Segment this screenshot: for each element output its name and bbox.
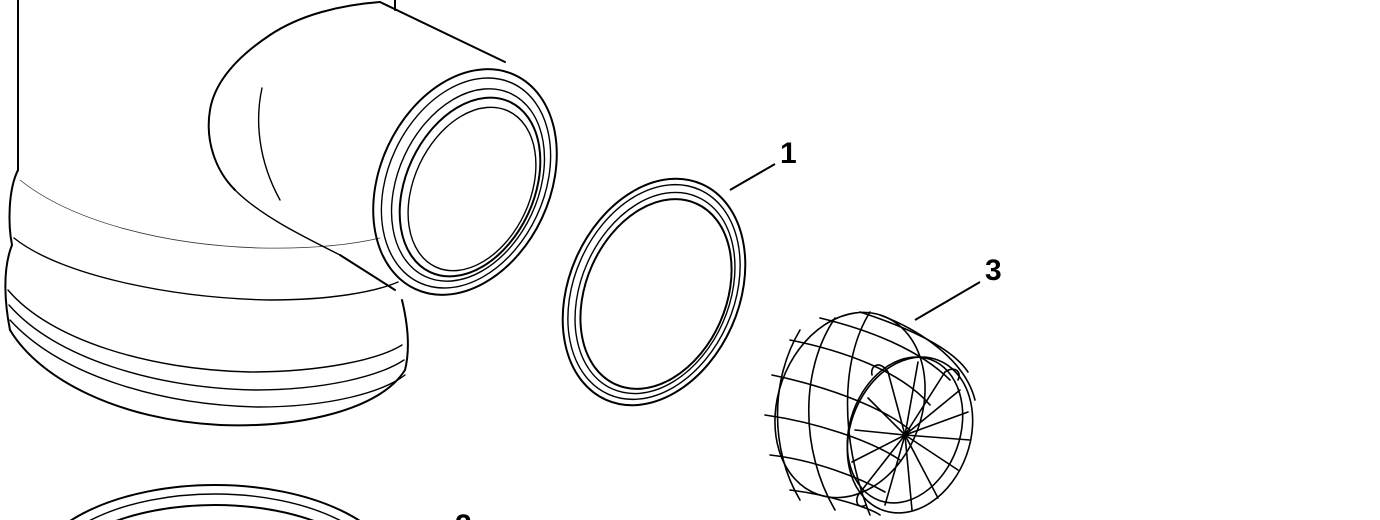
elbow-fitting bbox=[4, 0, 558, 427]
callout-3-label: 3 bbox=[985, 254, 1002, 287]
callout-1-label: 1 bbox=[780, 137, 797, 170]
callout-1-leader bbox=[729, 163, 776, 191]
large-ring-part bbox=[69, 484, 361, 520]
wire-basket-part bbox=[764, 311, 976, 516]
callout-3-leader bbox=[914, 281, 981, 321]
callout-2-label: 2 bbox=[455, 509, 472, 520]
seal-ring-part bbox=[561, 177, 747, 407]
